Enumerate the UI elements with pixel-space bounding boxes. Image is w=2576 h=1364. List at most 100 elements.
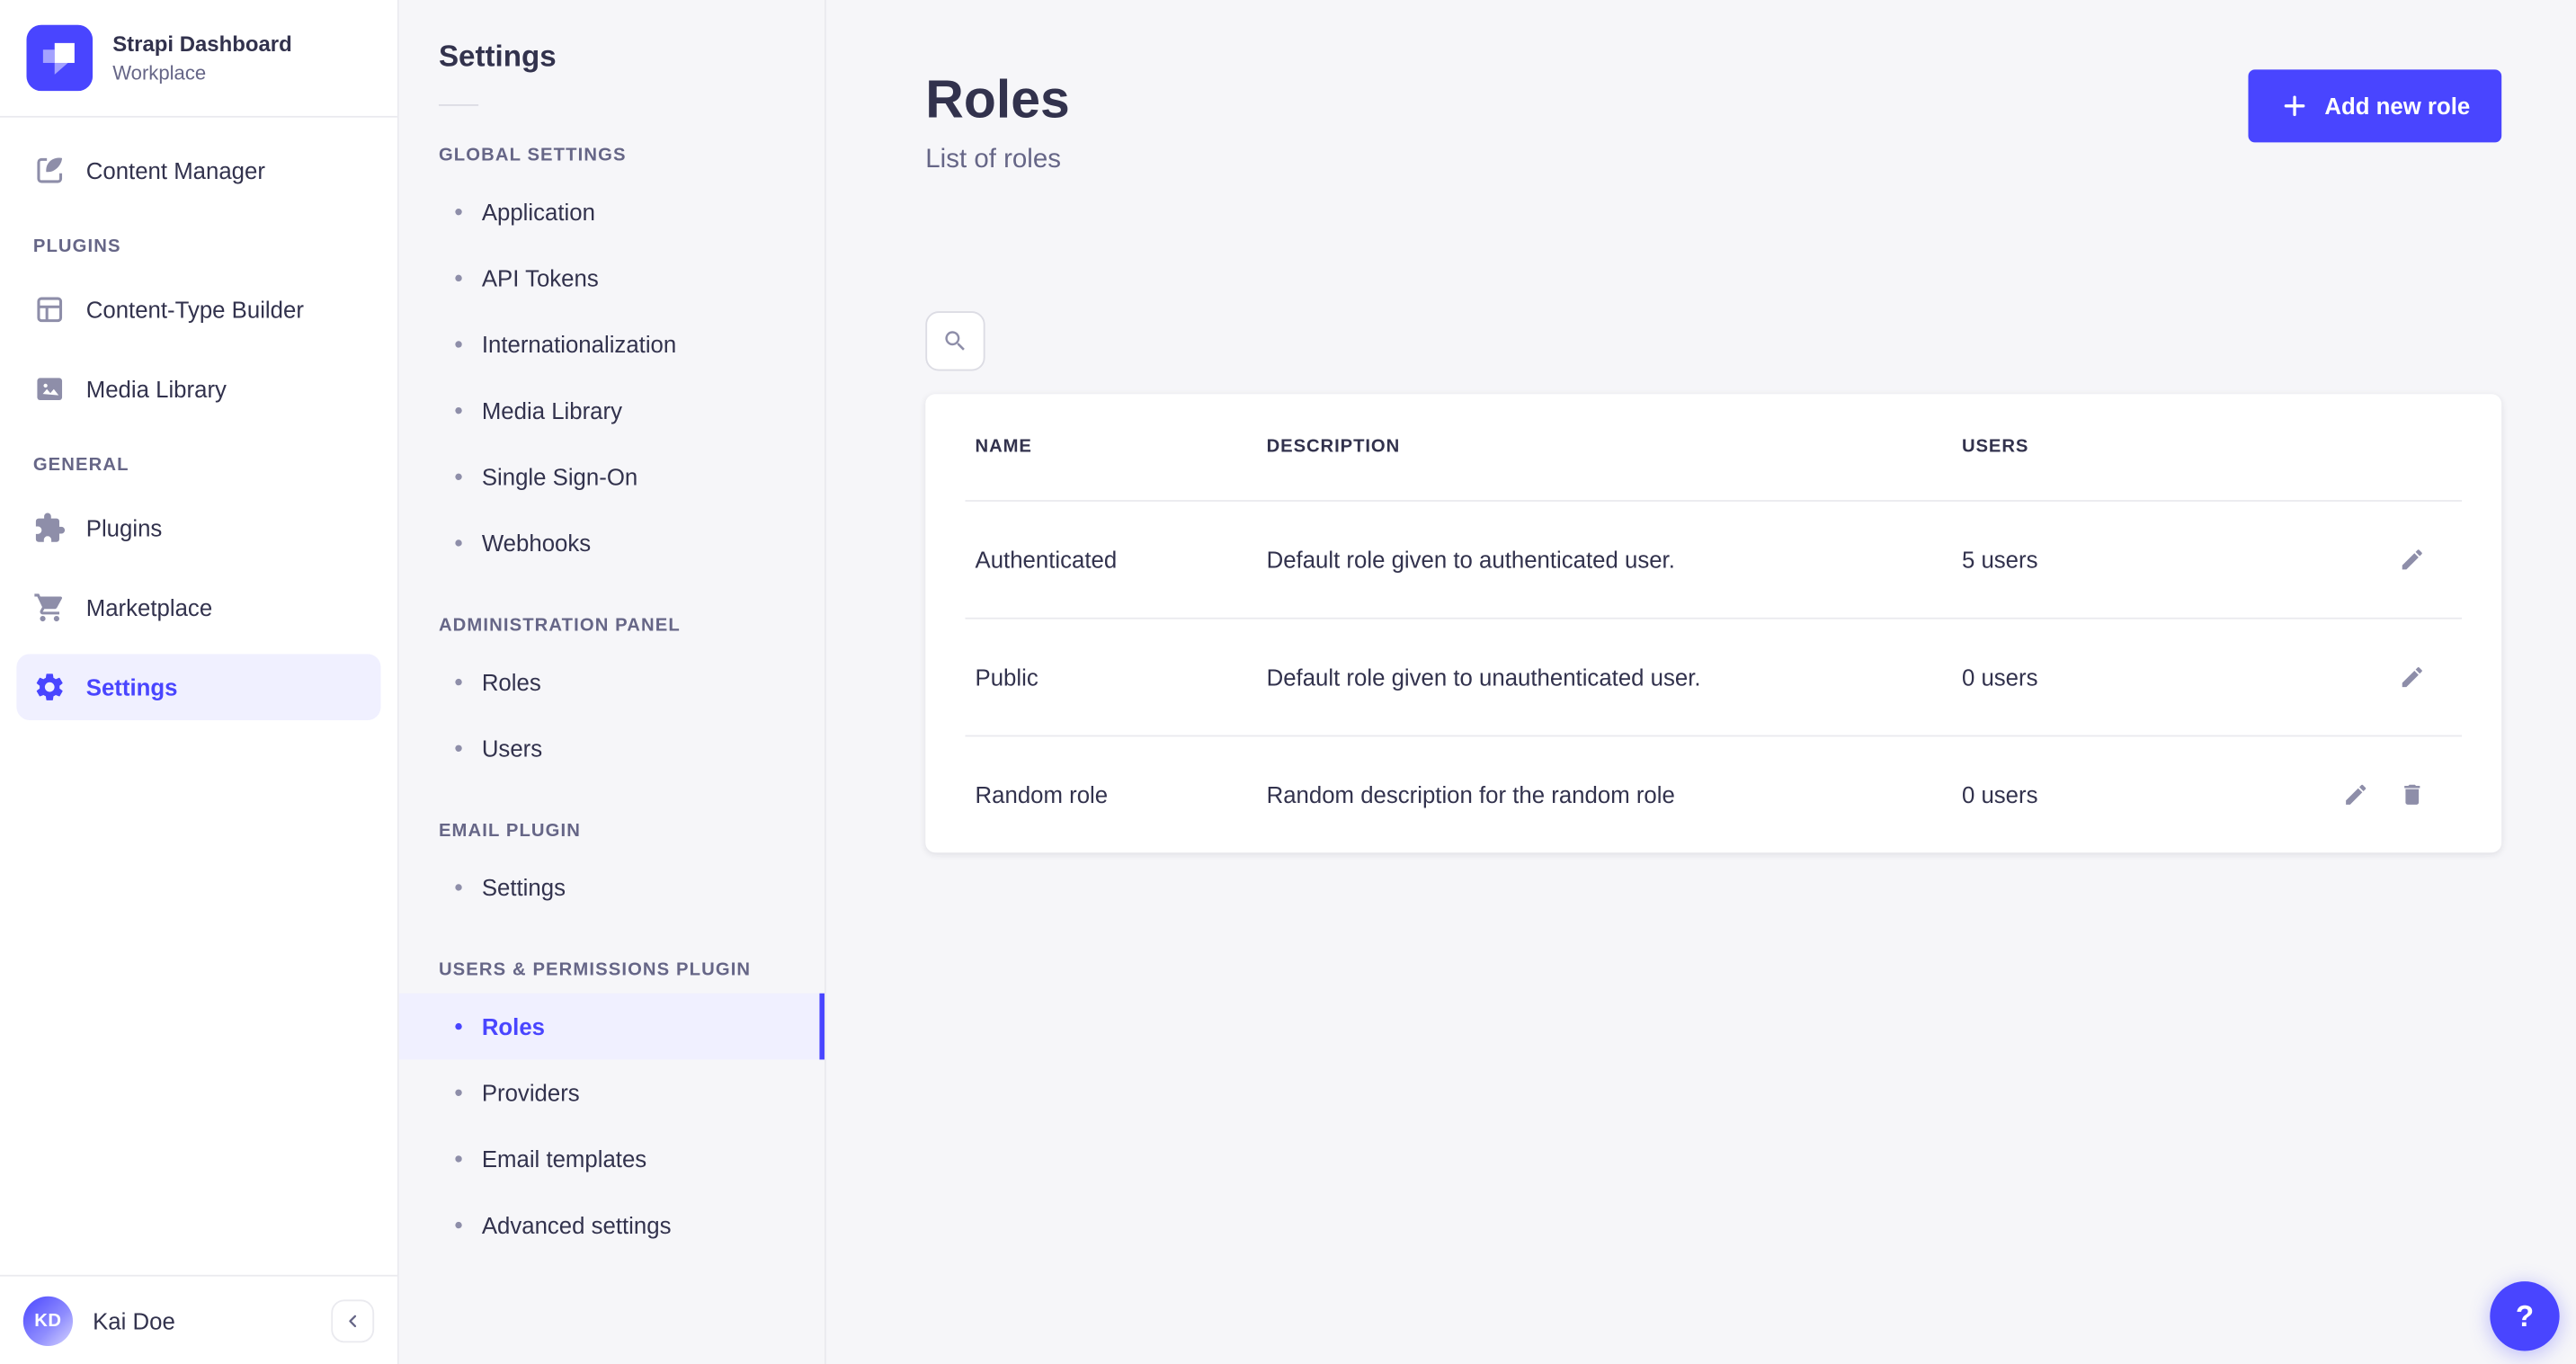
table-divider [965,617,2463,620]
cell-role-name: Random role [975,781,1109,808]
search-button[interactable] [925,311,985,371]
sidebar-item-settings[interactable]: Settings [16,654,381,720]
subnav-item-internationalization[interactable]: Internationalization [399,311,824,378]
subnav-item-label: Email templates [481,1146,647,1172]
sidebar-section-general: GENERAL [32,455,129,476]
page-header-text: Roles List of roles [925,67,1069,176]
puzzle-icon [35,513,66,542]
gear-icon [36,673,63,700]
help-button[interactable]: ? [2490,1281,2560,1351]
cell-role-name: Public [975,664,1038,691]
bullet-icon [455,884,462,891]
sidebar-item-plugins[interactable]: Plugins [16,495,380,562]
subnav-section-administration-panel: ADMINISTRATION PANEL [438,615,681,637]
plus-icon [2284,95,2305,117]
brand-subtitle: Workplace [112,60,207,84]
subnav-item-application[interactable]: Application [399,179,824,245]
subnav-item-label: Settings [481,874,566,901]
image-icon [37,378,63,400]
brand-title: Strapi Dashboard [112,31,292,56]
pencil-icon [2402,549,2422,570]
subnav-item-media-library[interactable]: Media Library [399,378,824,444]
subnav-item-label: Application [481,198,595,226]
subnav-section-users-permissions-plugin: USERS & PERMISSIONS PLUGIN [438,959,752,981]
sidebar-item-label: Media Library [85,375,227,403]
subnav-item-api-tokens[interactable]: API Tokens [399,245,824,312]
subnav-item-label: Advanced settings [481,1211,672,1239]
chevron-left-icon [349,1314,357,1327]
column-header-users: USERS [1961,437,2029,458]
bullet-icon [455,744,462,752]
bullet-icon [455,341,462,348]
subnav-title: Settings [438,40,557,74]
subnav-item-label: Internationalization [481,331,677,358]
subnav-item-email-settings[interactable]: Settings [399,854,824,921]
subnav-item-label: API Tokens [481,264,599,292]
question-mark-icon: ? [2515,1298,2535,1333]
feather-pen-icon [37,157,63,183]
trash-icon [2404,784,2420,805]
sidebar-nav: Content Manager PLUGINS Content-Type Bui… [0,118,397,1275]
main-content: Roles List of roles Add new role NAME DE… [826,0,2576,1364]
subnav-section-global-settings: GLOBAL SETTINGS [438,146,627,166]
cell-role-description: Random description for the random role [1266,781,1675,808]
bullet-icon [455,1221,462,1229]
cell-role-users: 5 users [1961,546,2038,574]
sidebar-item-media-library[interactable]: Media Library [16,356,380,423]
subnav-item-up-roles[interactable]: Roles [398,993,824,1060]
sidebar-item-content-manager[interactable]: Content Manager [16,138,380,204]
table-row-random-role[interactable]: Random role Random description for the r… [925,736,2501,852]
subnav-item-admin-roles[interactable]: Roles [399,649,824,716]
avatar: KD [22,1295,74,1346]
bullet-icon [455,539,462,547]
subnav-item-label: Media Library [481,397,623,424]
brand[interactable]: Strapi Dashboard Workplace [0,0,397,118]
table-row-authenticated[interactable]: Authenticated Default role given to auth… [925,502,2501,618]
edit-role-button[interactable] [2399,664,2425,690]
page-header: Roles List of roles Add new role [925,67,2502,176]
row-actions [2269,781,2452,807]
collapse-sidebar-button[interactable] [331,1298,375,1342]
user-name: Kai Doe [93,1306,175,1334]
subnav-item-email-templates[interactable]: Email templates [399,1126,824,1192]
bullet-icon [455,274,462,282]
page-title: Roles [925,69,1070,129]
cart-icon [34,593,63,622]
bullet-icon [455,406,462,415]
add-new-role-label: Add new role [2324,93,2471,120]
row-actions [2269,547,2452,573]
cell-role-users: 0 users [1961,781,2038,808]
search-icon [945,331,965,351]
subnav-item-admin-users[interactable]: Users [399,715,824,781]
edit-role-button[interactable] [2342,781,2368,807]
sidebar-item-label: Content Manager [85,156,265,184]
sidebar-item-marketplace[interactable]: Marketplace [16,575,380,641]
sidebar-item-label: Settings [85,673,178,700]
bullet-icon [455,473,462,480]
add-new-role-button[interactable]: Add new role [2248,69,2502,143]
subnav-item-providers[interactable]: Providers [399,1059,824,1126]
sidebar-item-label: Plugins [85,514,163,542]
cell-role-name: Authenticated [975,546,1118,574]
table-row-public[interactable]: Public Default role given to unauthentic… [925,620,2501,735]
brand-text: Strapi Dashboard Workplace [112,31,292,85]
main-sidebar: Strapi Dashboard Workplace Content Manag… [0,0,399,1364]
column-header-description: DESCRIPTION [1266,437,1401,458]
bullet-icon [455,1022,462,1030]
subnav-item-label: Roles [481,1012,546,1040]
cell-role-description: Default role given to unauthenticated us… [1266,664,1701,691]
subnav-item-single-sign-on[interactable]: Single Sign-On [399,443,824,510]
subnav-item-advanced-settings[interactable]: Advanced settings [399,1192,824,1259]
settings-subnav: Settings GLOBAL SETTINGS Application API… [398,0,826,1364]
bullet-icon [455,1089,462,1096]
edit-role-button[interactable] [2399,547,2425,573]
cell-role-users: 0 users [1961,664,2038,691]
subnav-item-webhooks[interactable]: Webhooks [399,510,824,576]
subnav-section-email-plugin: EMAIL PLUGIN [438,821,582,842]
pencil-icon [2346,784,2367,805]
sidebar-section-plugins: PLUGINS [32,236,121,257]
sidebar-item-content-type-builder[interactable]: Content-Type Builder [16,276,380,343]
sidebar-user[interactable]: KD Kai Doe [0,1274,397,1364]
delete-role-button[interactable] [2399,781,2425,807]
